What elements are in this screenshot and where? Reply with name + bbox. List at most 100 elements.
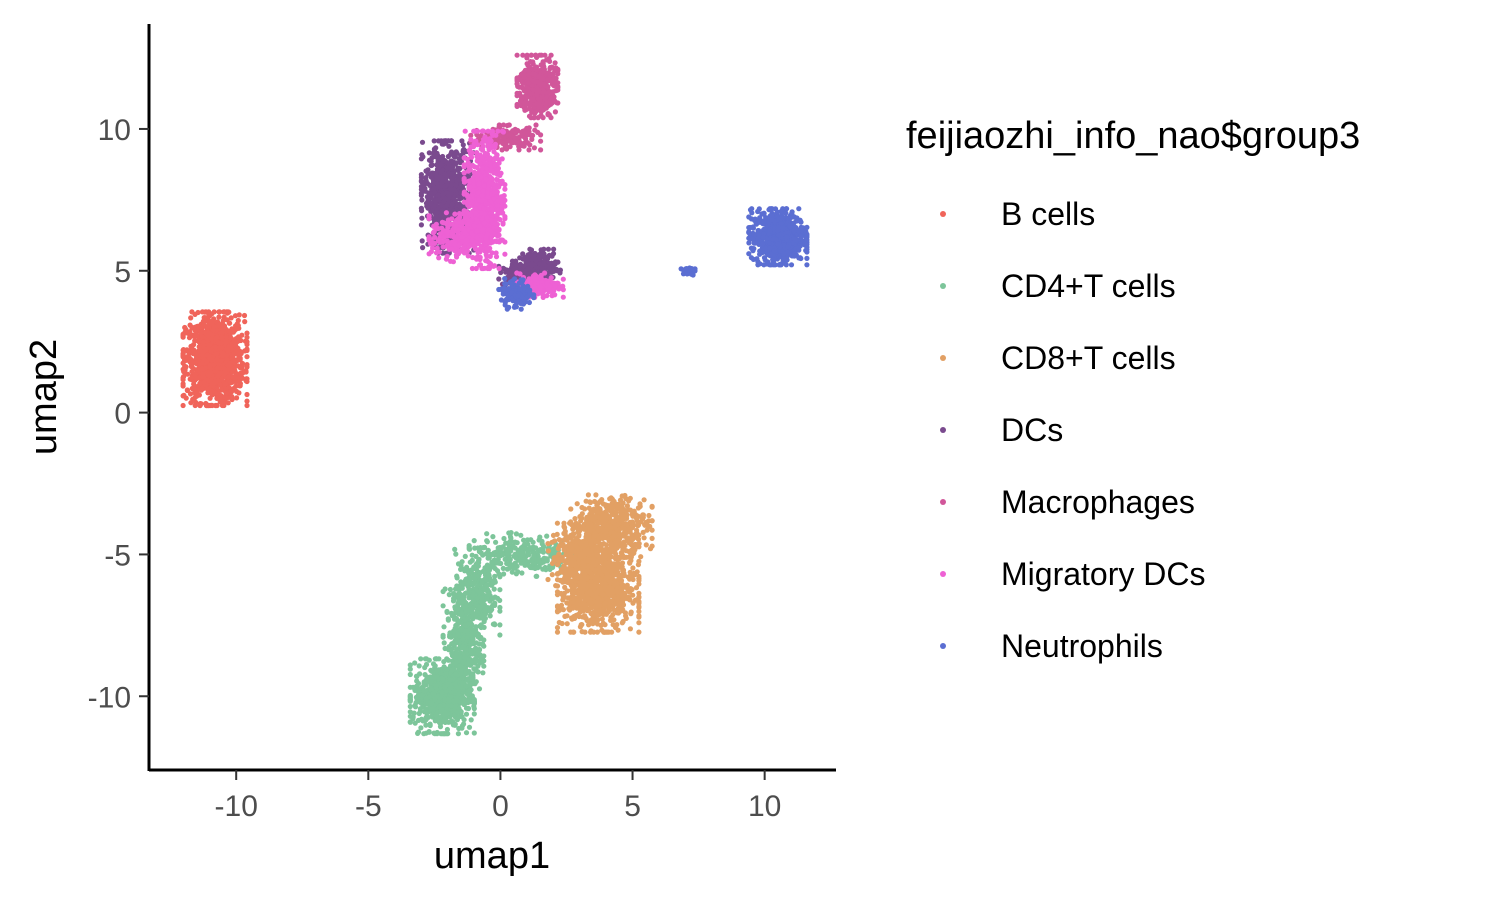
- data-point: [444, 608, 450, 615]
- data-point: [627, 559, 633, 565]
- data-point: [448, 684, 454, 691]
- data-point: [407, 666, 413, 672]
- data-point: [207, 356, 213, 362]
- data-point: [442, 696, 448, 702]
- data-point: [620, 582, 626, 588]
- data-point: [595, 519, 601, 525]
- data-point: [184, 387, 190, 393]
- data-point: [635, 562, 642, 568]
- data-point: [241, 312, 248, 319]
- data-point: [223, 337, 229, 344]
- data-point: [188, 357, 194, 363]
- data-point: [186, 335, 193, 341]
- data-point: [423, 722, 429, 728]
- data-point: [427, 722, 433, 729]
- data-point: [599, 590, 605, 597]
- data-point: [192, 402, 198, 409]
- data-point: [180, 333, 186, 339]
- data-point: [595, 527, 601, 533]
- data-point: [636, 603, 642, 610]
- data-point: [419, 139, 426, 145]
- data-point: [507, 541, 513, 547]
- data-point: [451, 688, 458, 694]
- data-point: [531, 554, 537, 560]
- data-point: [481, 586, 487, 592]
- data-point: [554, 571, 561, 577]
- data-point: [459, 680, 465, 686]
- data-point: [486, 591, 492, 597]
- data-point: [418, 156, 424, 162]
- data-point: [225, 348, 231, 354]
- data-point: [636, 599, 642, 605]
- data-point: [464, 677, 470, 683]
- data-point: [479, 579, 485, 585]
- data-point: [222, 326, 228, 332]
- data-point: [520, 545, 526, 551]
- data-point: [593, 492, 599, 498]
- data-point: [504, 560, 510, 567]
- data-point: [410, 684, 416, 690]
- data-point: [624, 503, 631, 509]
- data-point: [477, 636, 483, 642]
- data-point: [475, 649, 481, 656]
- data-point: [221, 366, 227, 372]
- data-point: [613, 539, 619, 545]
- data-point: [476, 589, 482, 595]
- data-point: [588, 564, 595, 570]
- data-point: [242, 319, 248, 325]
- data-point: [437, 724, 444, 730]
- data-point: [611, 530, 617, 536]
- data-point: [588, 600, 594, 606]
- data-point: [608, 546, 614, 552]
- data-point: [419, 215, 425, 221]
- data-point: [459, 611, 465, 617]
- data-point: [217, 382, 223, 388]
- data-point: [236, 312, 242, 318]
- data-point: [481, 612, 487, 618]
- data-point: [536, 557, 542, 563]
- data-point: [628, 609, 634, 615]
- data-point: [564, 588, 570, 594]
- data-point: [233, 370, 239, 376]
- data-point: [452, 592, 459, 598]
- data-point: [432, 731, 438, 737]
- data-point: [588, 583, 594, 589]
- data-point: [582, 568, 588, 574]
- data-point: [444, 731, 450, 737]
- data-point: [601, 606, 607, 613]
- data-point: [570, 526, 576, 532]
- data-point: [428, 675, 434, 681]
- data-point: [467, 559, 473, 565]
- data-point: [441, 624, 447, 630]
- data-point: [180, 383, 186, 389]
- data-point: [568, 629, 574, 635]
- data-point: [501, 535, 507, 542]
- data-point: [425, 205, 431, 211]
- data-point: [456, 725, 462, 732]
- data-point: [636, 594, 642, 601]
- data-point: [416, 663, 422, 669]
- data-point: [497, 632, 503, 638]
- data-point: [215, 339, 221, 346]
- data-point: [418, 725, 424, 731]
- data-point: [604, 595, 610, 601]
- data-point: [572, 516, 578, 522]
- data-point: [597, 608, 603, 614]
- data-point: [629, 536, 635, 542]
- data-point: [570, 583, 576, 589]
- data-point: [620, 568, 626, 574]
- data-point: [479, 595, 485, 601]
- data-point: [429, 700, 435, 706]
- data-point: [496, 571, 502, 577]
- data-point: [180, 377, 186, 383]
- data-point: [595, 553, 601, 559]
- data-point: [632, 513, 638, 519]
- data-point: [445, 657, 452, 663]
- data-point: [461, 581, 467, 587]
- data-point: [542, 564, 548, 571]
- data-point: [544, 533, 550, 539]
- data-point: [214, 351, 220, 357]
- data-point: [215, 365, 221, 371]
- data-point: [222, 394, 228, 400]
- data-point: [182, 324, 188, 331]
